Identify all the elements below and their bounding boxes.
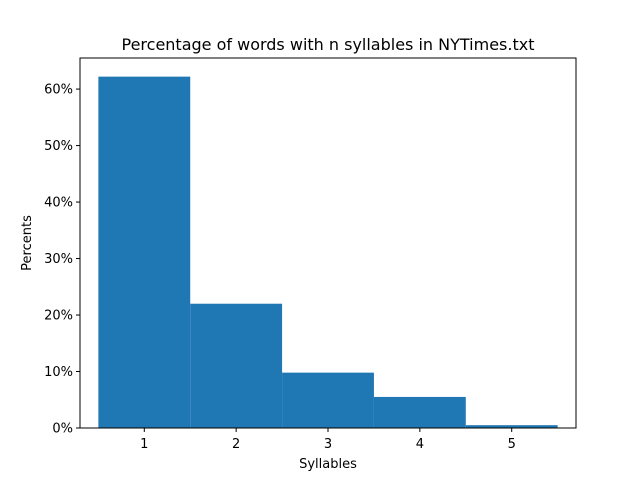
- bars-group: [98, 76, 558, 428]
- chart-title: Percentage of words with n syllables in …: [122, 35, 535, 54]
- y-tick-label: 10%: [44, 365, 73, 380]
- x-tick-label: 3: [324, 437, 332, 452]
- y-tick-label: 40%: [44, 196, 73, 211]
- x-axis-ticks: 1 2 3 4 5: [140, 428, 516, 452]
- x-axis-label: Syllables: [299, 457, 357, 472]
- bar-4: [373, 396, 466, 428]
- bar-1: [98, 76, 191, 428]
- y-tick-label: 60%: [44, 83, 73, 98]
- x-tick-label: 2: [232, 437, 240, 452]
- y-axis-ticks: 0% 10% 20% 30% 40% 50% 60%: [44, 83, 80, 437]
- bar-3: [282, 372, 374, 428]
- x-tick-label: 1: [140, 437, 148, 452]
- y-tick-label: 30%: [44, 252, 73, 267]
- y-tick-label: 20%: [44, 309, 73, 324]
- y-axis-label: Percents: [20, 215, 35, 271]
- bar-2: [190, 303, 283, 428]
- y-tick-label: 50%: [44, 139, 73, 154]
- plot-frame: [79, 57, 577, 429]
- bar-5: [465, 425, 558, 428]
- x-tick-label: 5: [508, 437, 516, 452]
- x-tick-label: 4: [416, 437, 424, 452]
- y-tick-label: 0%: [52, 422, 73, 437]
